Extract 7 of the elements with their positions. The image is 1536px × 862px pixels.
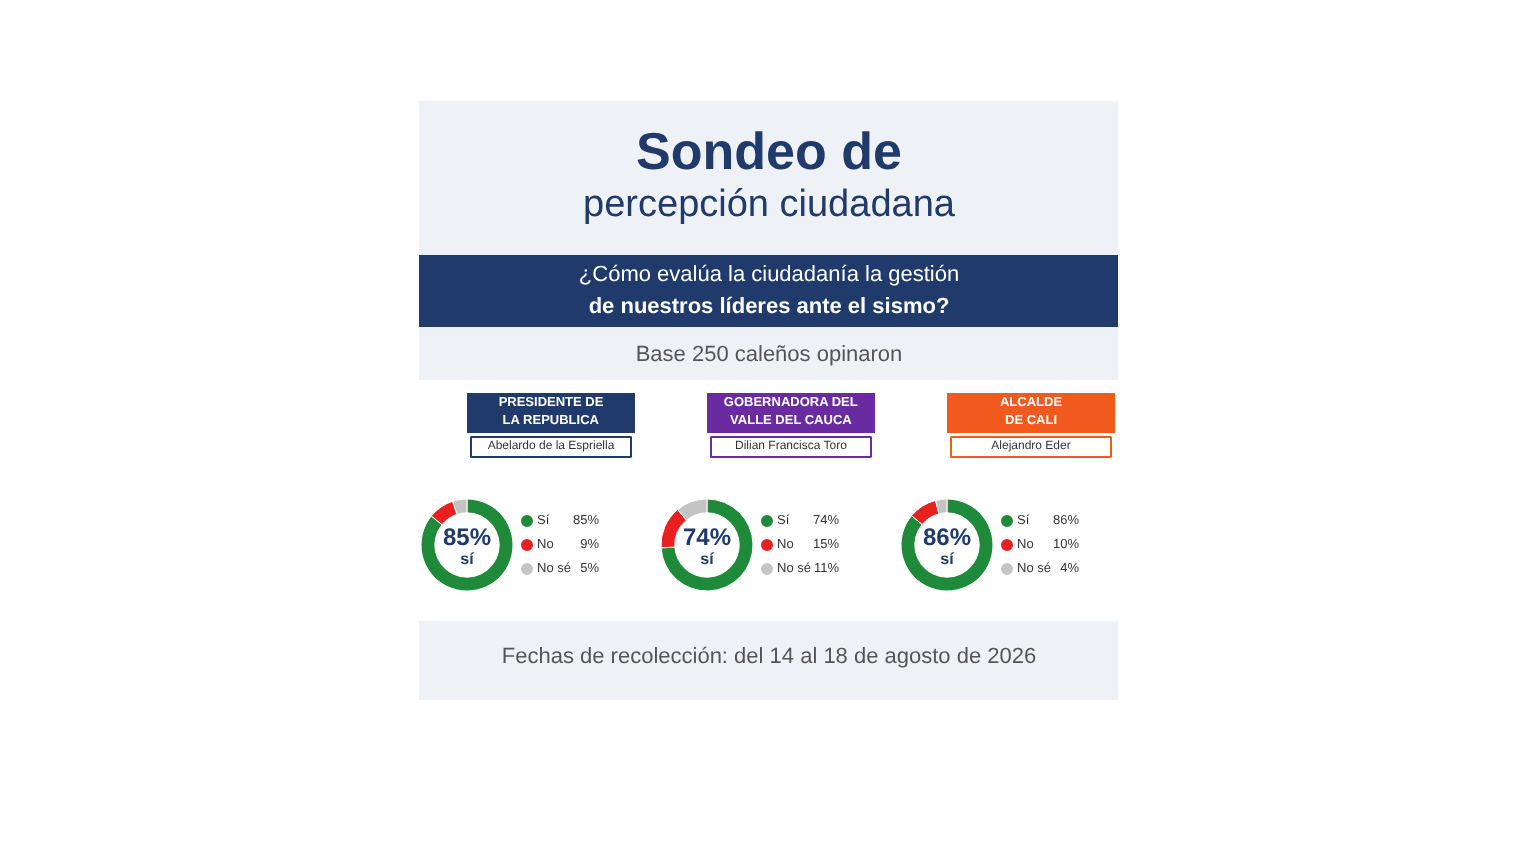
text: Fechas de recolección: del 14 al 18 de agosto de 2026: [501, 645, 1037, 669]
text: 74% sí: [682, 523, 732, 568]
text: 86% sí: [922, 523, 972, 568]
text: Base 250 caleños opinaron: [635, 343, 903, 367]
text: Sondeo de percepción ciudadana: [583, 121, 956, 226]
text: ¿Cómo evalúa la ciudadanía la gestión de nuestros líderes ante el sismo?: [578, 263, 960, 319]
text: 85% sí: [442, 523, 492, 568]
